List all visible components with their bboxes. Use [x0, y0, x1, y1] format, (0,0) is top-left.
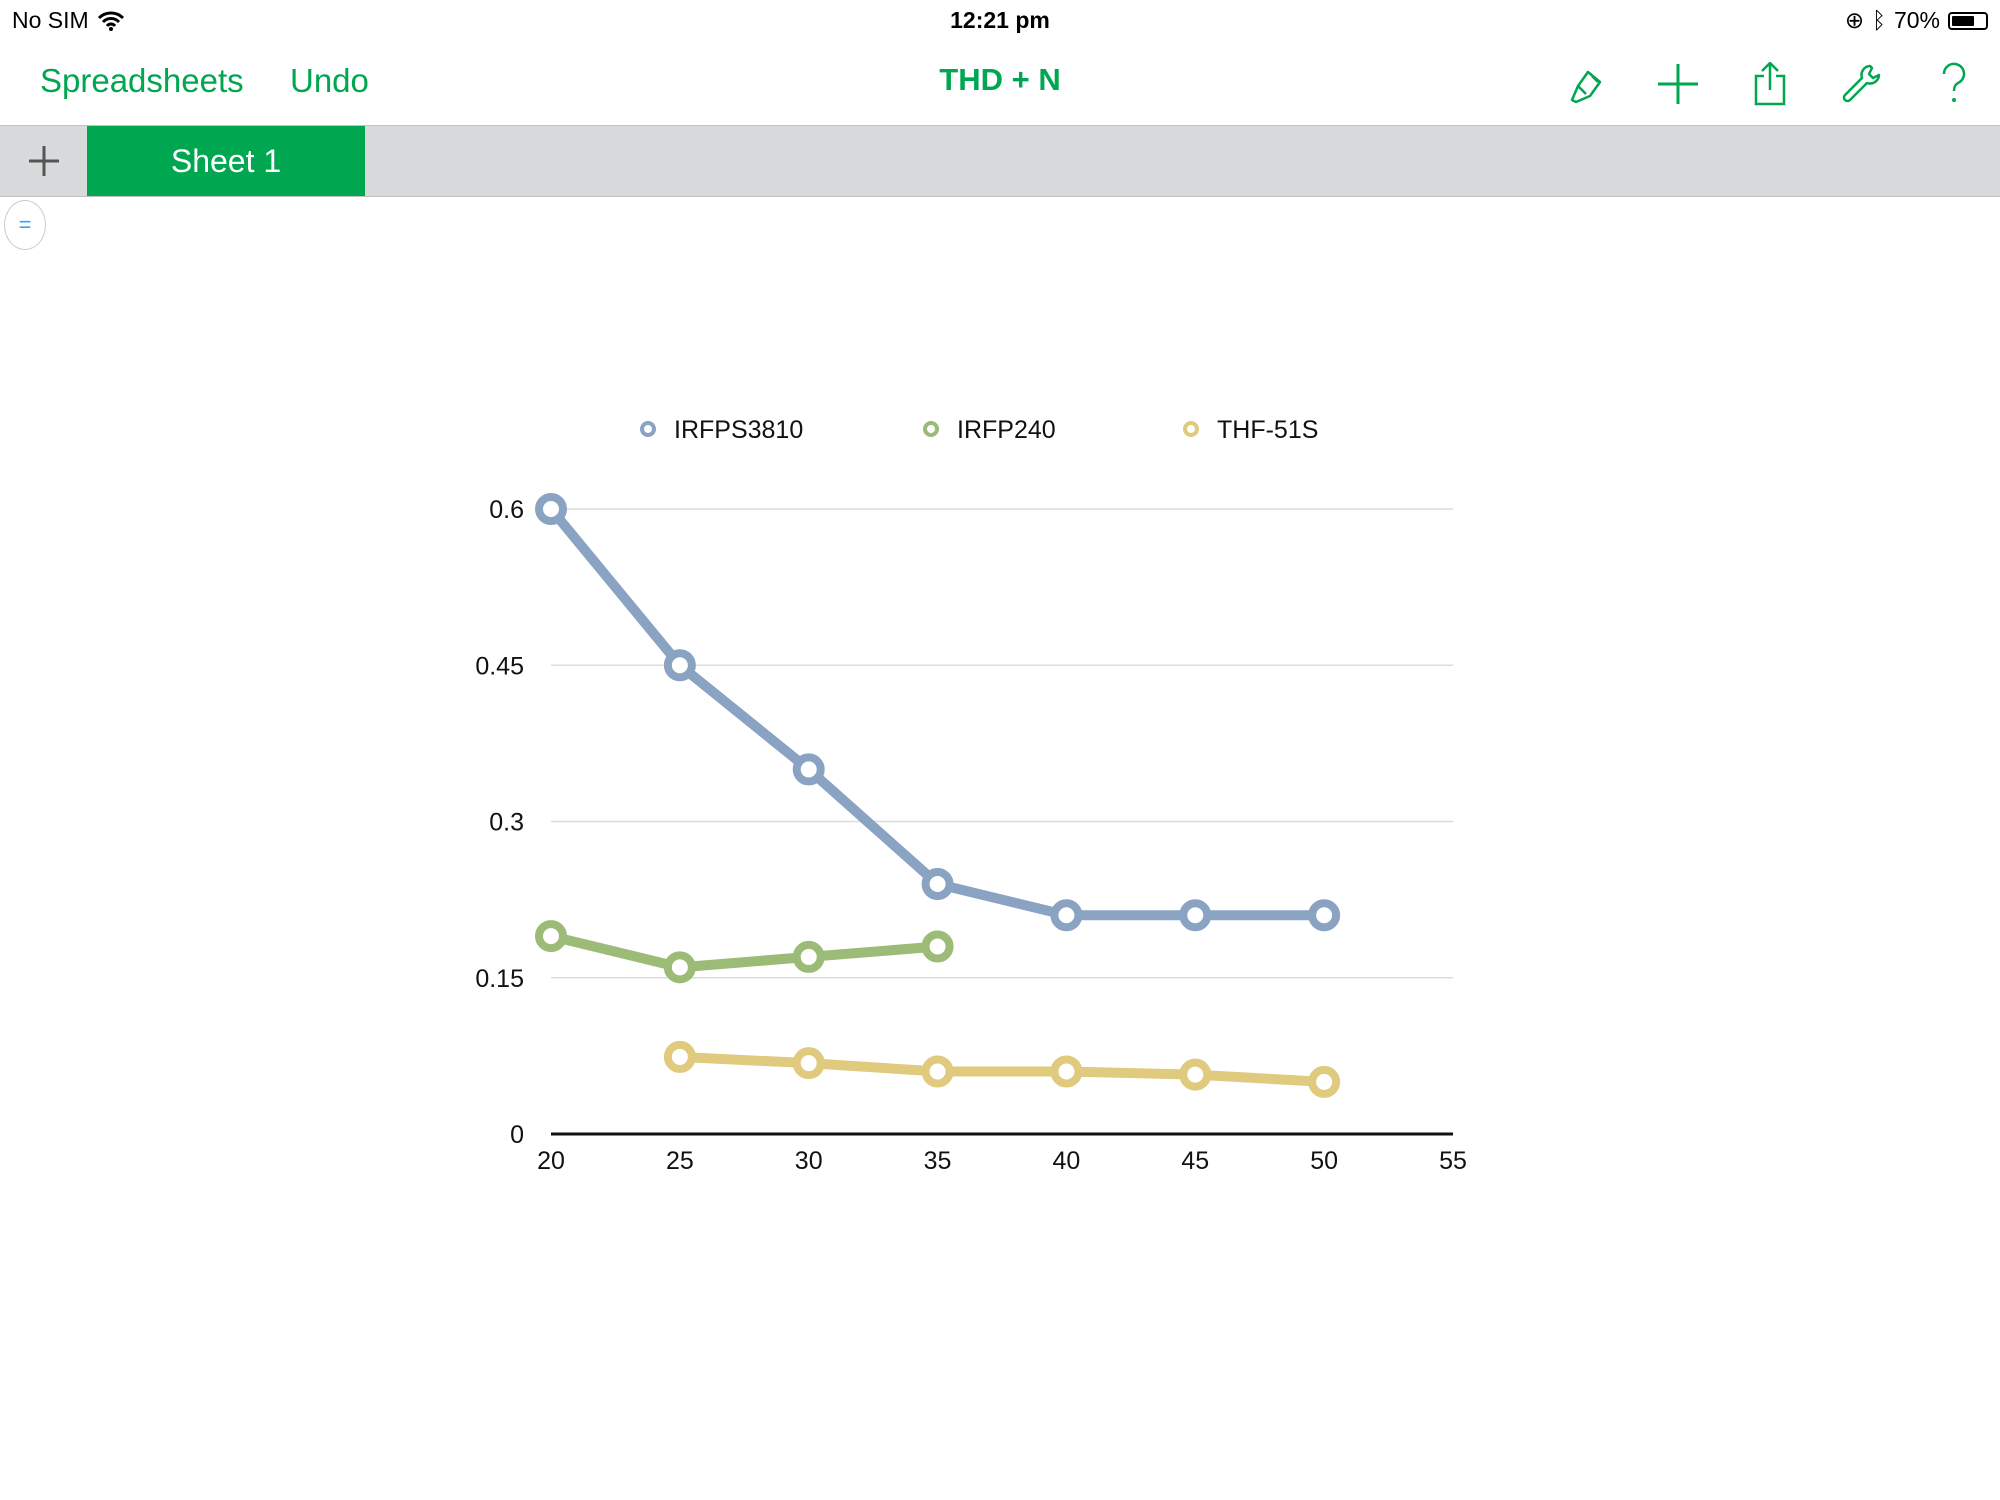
format-brush-icon[interactable]	[1560, 58, 1612, 110]
x-axis-ticks: 20 25 30 35 40 45 50 55	[537, 1147, 1467, 1175]
document-title: THD + N	[939, 62, 1061, 97]
gridlines	[551, 508, 1453, 1136]
y-tick-label: 0	[510, 1121, 524, 1149]
data-point	[921, 930, 954, 963]
data-point	[1308, 899, 1341, 932]
navigation-bar: Spreadsheets Undo THD + N	[0, 40, 2000, 125]
data-point	[921, 1055, 954, 1088]
data-point	[1050, 1055, 1083, 1088]
x-tick-label: 25	[666, 1147, 694, 1175]
data-point	[1179, 1058, 1212, 1091]
tab-sheet-1[interactable]: Sheet 1	[87, 126, 365, 196]
carrier-label: No SIM	[12, 7, 89, 33]
data-point	[663, 951, 696, 984]
y-tick-label: 0.3	[489, 809, 524, 837]
wrench-icon[interactable]	[1836, 58, 1888, 110]
data-point	[663, 1040, 696, 1073]
status-bar: No SIM 12:21 pm ⊕ ᛒ 70%	[0, 0, 2000, 40]
bluetooth-icon: ᛒ	[1872, 7, 1886, 33]
orientation-lock-icon: ⊕	[1844, 7, 1865, 33]
data-point	[921, 868, 954, 900]
help-icon[interactable]	[1928, 58, 1980, 110]
share-icon[interactable]	[1744, 58, 1796, 110]
equals-icon: =	[18, 212, 32, 237]
legend-label: IRFPS3810	[674, 416, 803, 444]
legend-marker	[1183, 421, 1199, 437]
legend-label: THF-51S	[1217, 416, 1318, 444]
x-tick-label: 30	[795, 1147, 823, 1175]
data-point	[792, 753, 825, 786]
data-point	[1308, 1065, 1341, 1098]
x-tick-label: 35	[924, 1147, 952, 1175]
undo-button[interactable]: Undo	[290, 62, 369, 99]
legend-marker	[640, 421, 656, 437]
data-point	[535, 920, 567, 953]
battery-percent: 70%	[1893, 7, 1940, 33]
series-line-irfp240	[549, 931, 938, 973]
x-tick-label: 40	[1053, 1147, 1081, 1175]
x-tick-label: 55	[1439, 1147, 1467, 1175]
y-tick-label: 0.15	[475, 965, 524, 993]
spreadsheets-back-button[interactable]: Spreadsheets	[40, 62, 244, 99]
data-point	[663, 649, 696, 682]
x-tick-label: 50	[1310, 1147, 1338, 1175]
x-tick-label: 45	[1181, 1147, 1209, 1175]
legend-label: IRFP240	[957, 416, 1056, 444]
series-line-thf-51s	[679, 1051, 1325, 1087]
series-lines	[535, 493, 1341, 1098]
x-tick-label: 20	[537, 1147, 565, 1175]
data-point	[792, 940, 825, 973]
y-tick-label: 0.6	[489, 496, 524, 524]
y-axis-ticks: 0 0.15 0.3 0.45 0.6	[475, 496, 524, 1149]
legend-marker	[923, 421, 939, 437]
wifi-icon	[97, 11, 124, 31]
data-point	[792, 1047, 825, 1080]
battery-icon	[1948, 11, 1988, 30]
add-icon[interactable]	[1652, 58, 1704, 110]
sheet-tab-bar: Sheet 1	[0, 125, 2000, 197]
plus-icon	[28, 146, 59, 176]
data-point	[1050, 899, 1083, 932]
add-sheet-button[interactable]	[0, 126, 87, 196]
y-tick-label: 0.45	[475, 652, 524, 680]
series-line-irfps3810	[547, 505, 1325, 921]
chart-selection-handle[interactable]: =	[4, 200, 46, 250]
clock: 12:21 pm	[950, 7, 1050, 33]
data-point	[1179, 899, 1212, 932]
chart-legend: IRFPS3810 IRFP240 THF-51S	[640, 416, 1318, 444]
data-point	[535, 493, 567, 525]
